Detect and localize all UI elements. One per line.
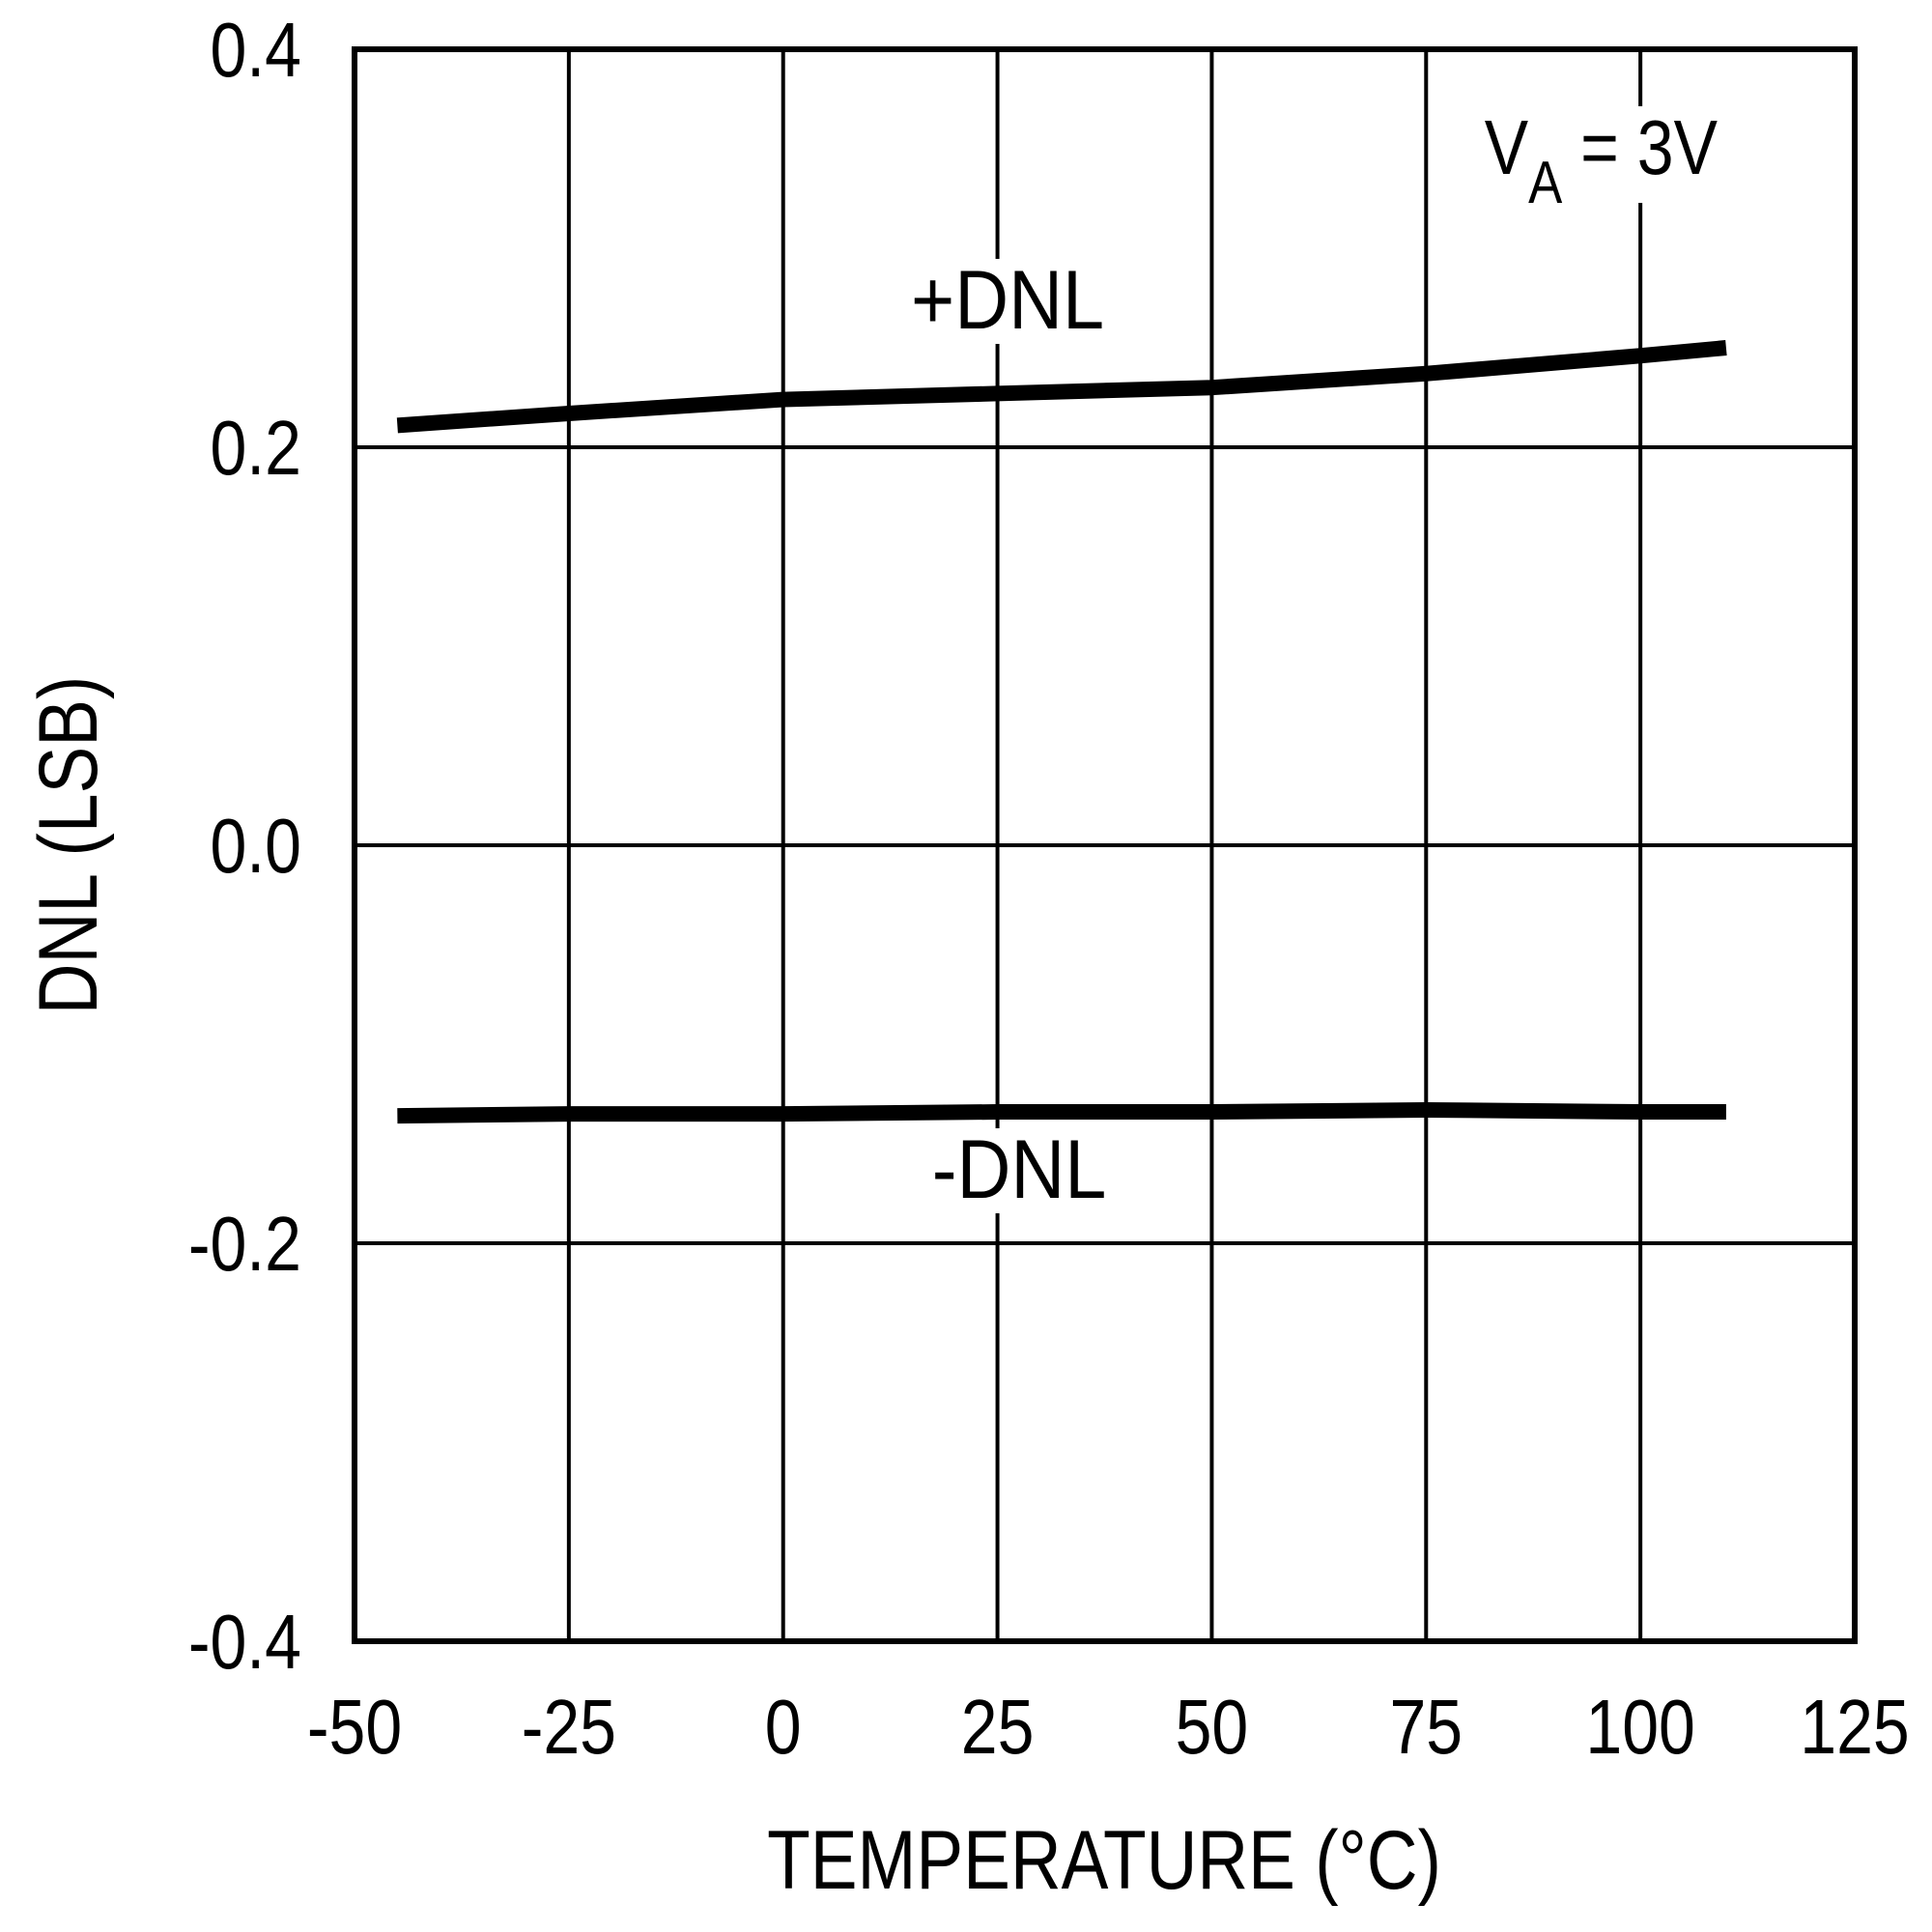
y-axis-label: DNL (LSB) [21, 676, 114, 1015]
x-tick-label: -50 [307, 1684, 402, 1770]
x-tick-label: 75 [1389, 1684, 1463, 1770]
series-line-negative-dnl [397, 1101, 1726, 1124]
x-tick-label: 25 [961, 1684, 1035, 1770]
x-axis-label: TEMPERATURE (°C) [767, 1813, 1441, 1906]
label-background [892, 259, 1123, 344]
series-labels: +DNL -DNL [892, 254, 1135, 1216]
y-tick-label: 0.2 [210, 405, 301, 491]
x-tick-label: 125 [1800, 1684, 1909, 1770]
y-tick-label: 0.0 [210, 803, 301, 889]
plot-frame [352, 46, 1858, 1644]
supply-voltage-annotation: VA = 3V [1485, 104, 1719, 216]
x-tick-label: 0 [765, 1684, 802, 1770]
x-tick-label: 100 [1585, 1684, 1694, 1770]
y-tick-label: -0.4 [188, 1599, 301, 1685]
series-label: +DNL [911, 254, 1104, 347]
y-tick-labels: 0.4 0.2 0.0 -0.2 -0.4 [188, 7, 301, 1685]
x-tick-label: 50 [1176, 1684, 1249, 1770]
series-label: -DNL [932, 1123, 1107, 1216]
series-lines [396, 340, 1727, 1124]
label-background [903, 1128, 1135, 1213]
annotation-background [1478, 106, 1768, 203]
y-tick-label: -0.2 [188, 1201, 301, 1287]
x-tick-labels: -50 -25 0 25 50 75 100 125 [307, 1684, 1910, 1770]
x-tick-label: -25 [522, 1684, 616, 1770]
series-line-positive-dnl [396, 340, 1727, 434]
y-tick-label: 0.4 [210, 7, 301, 93]
